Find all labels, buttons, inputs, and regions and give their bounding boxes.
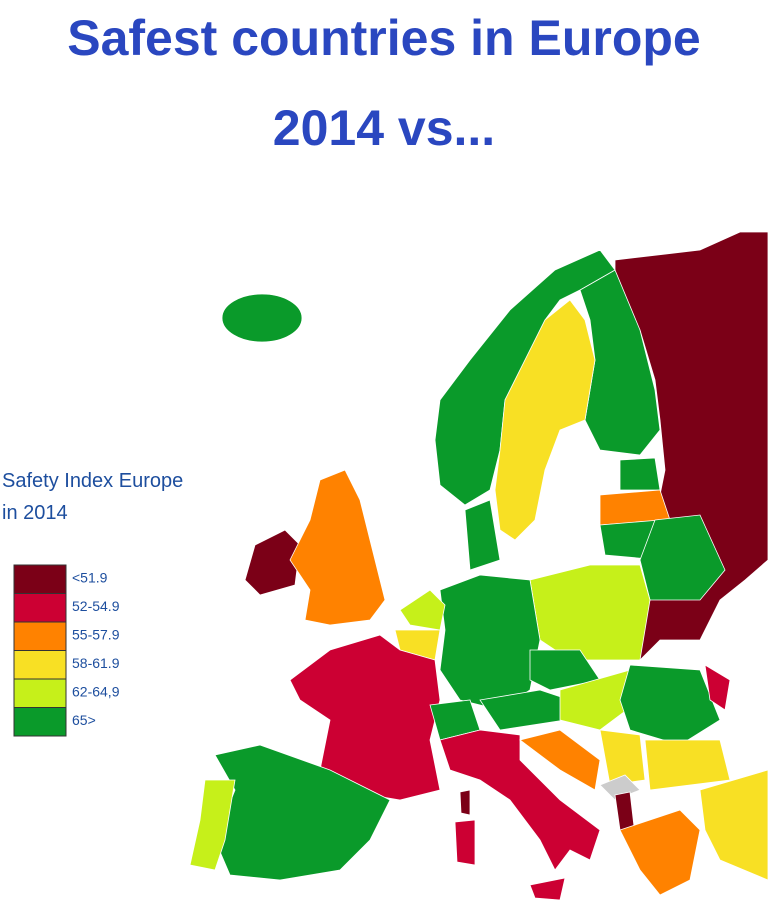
corsica (459, 789, 471, 816)
denmark (464, 499, 501, 571)
iceland (221, 293, 303, 343)
belarus (639, 514, 726, 601)
legend-swatch (13, 678, 67, 708)
legend: <51.9 52-54.9 55-57.9 58-61.9 62-64,9 65> (13, 564, 120, 737)
romania (619, 664, 721, 746)
legend-title: Safety Index Europe (2, 470, 183, 492)
sweden (494, 299, 596, 541)
moldova (704, 664, 731, 711)
sardinia (454, 819, 476, 866)
legend-swatch (13, 564, 67, 594)
legend-label: <51.9 (72, 570, 108, 586)
norway (434, 249, 616, 506)
germany (439, 574, 541, 711)
legend-label: 52-54.9 (72, 598, 120, 614)
legend-swatch (13, 621, 67, 651)
croatia (519, 729, 601, 791)
title-line: 2014 vs... (273, 100, 495, 156)
legend-label: 55-57.9 (72, 627, 120, 643)
legend-label: 62-64,9 (72, 684, 120, 700)
legend-label: 58-61.9 (72, 655, 120, 671)
legend-swatch (13, 707, 67, 737)
turkey (699, 769, 768, 881)
estonia (619, 457, 661, 491)
finland (579, 269, 661, 456)
hungary (559, 669, 641, 731)
netherlands (399, 589, 446, 631)
portugal (189, 779, 236, 871)
greece (619, 809, 701, 896)
legend-swatch (13, 650, 67, 680)
legend-swatch (13, 593, 67, 623)
legend-title: in 2014 (2, 502, 68, 524)
france (289, 634, 441, 801)
bulgaria (644, 739, 731, 791)
uk (289, 469, 386, 626)
serbia (599, 729, 646, 786)
czechia (529, 649, 601, 691)
poland (529, 564, 651, 661)
italy (439, 729, 601, 871)
sicily (529, 877, 566, 901)
title-line: Safest countries in Europe (67, 10, 700, 66)
europe-map (189, 231, 768, 901)
legend-label: 65> (72, 712, 96, 728)
